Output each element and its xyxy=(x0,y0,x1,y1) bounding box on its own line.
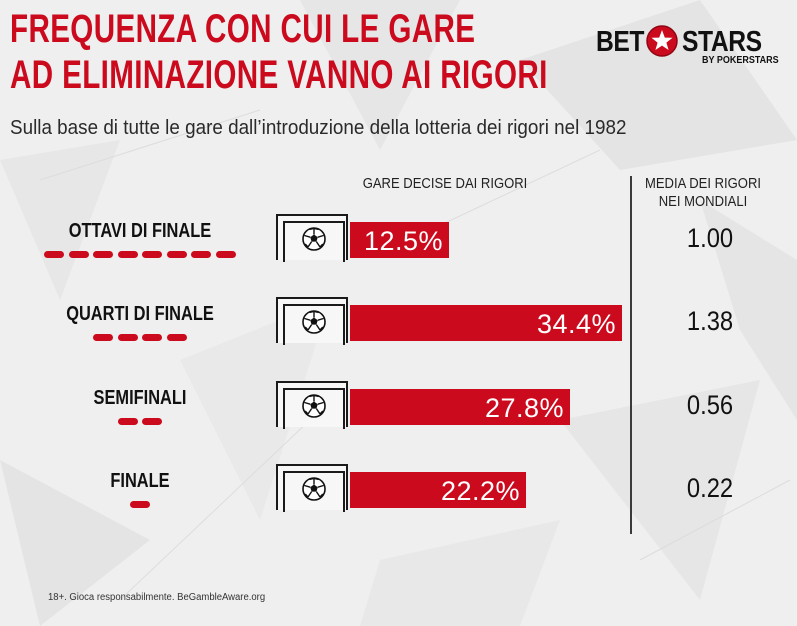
logo-bet-text: BET xyxy=(596,26,645,58)
goal-post xyxy=(283,471,345,512)
goal-post xyxy=(283,388,345,429)
title-line-2: AD ELIMINAZIONE VANNO AI RIGORI xyxy=(10,53,548,97)
category-label-2: SEMIFINALI xyxy=(93,387,187,409)
stage-dash-indicator xyxy=(117,418,163,426)
stage-dash xyxy=(142,418,163,425)
goal-net-icon xyxy=(276,214,348,262)
stage-dash xyxy=(93,334,114,341)
category-label-3: FINALE xyxy=(110,470,170,492)
stage-dash xyxy=(166,334,187,341)
average-header-line-2: NEI MONDIALI xyxy=(658,194,748,210)
logo-subtext: BY POKERSTARS xyxy=(702,55,779,66)
footnote: 18+. Gioca responsabilmente. BeGambleAwa… xyxy=(48,592,266,603)
category-label-1: QUARTI DI FINALE xyxy=(66,303,214,325)
stage-dash xyxy=(117,418,138,425)
bar-value-label-3: 22.2% xyxy=(440,476,520,506)
stage-dash xyxy=(44,251,65,258)
goal-post xyxy=(283,221,345,262)
average-value-1: 1.38 xyxy=(686,306,734,336)
average-value-3: 0.22 xyxy=(686,473,734,503)
stage-dash xyxy=(215,251,236,258)
football-icon xyxy=(302,394,326,418)
bar-3 xyxy=(350,472,526,508)
stage-dash xyxy=(166,251,187,258)
football-icon xyxy=(302,227,326,251)
star-icon xyxy=(646,25,678,57)
average-value-0: 1.00 xyxy=(686,223,734,253)
stage-dash xyxy=(191,251,212,258)
bar-value-label-1: 34.4% xyxy=(536,309,616,339)
goal-net-icon xyxy=(276,297,348,345)
subtitle: Sulla base di tutte le gare dall’introdu… xyxy=(10,116,627,139)
stage-dash-indicator xyxy=(130,501,150,509)
bar-0 xyxy=(350,222,449,258)
bar-2 xyxy=(350,389,570,425)
football-icon xyxy=(302,310,326,334)
bar-1 xyxy=(350,305,622,341)
stage-dash xyxy=(117,251,138,258)
stage-dash xyxy=(68,251,89,258)
column-divider xyxy=(630,176,632,534)
goal-net-icon xyxy=(276,464,348,512)
bar-value-label-2: 27.8% xyxy=(484,393,564,423)
stage-dash xyxy=(117,334,138,341)
goal-post xyxy=(283,304,345,345)
stage-dash xyxy=(93,251,114,258)
stage-dash xyxy=(142,251,163,258)
average-value-2: 0.56 xyxy=(686,390,734,420)
stage-dash-indicator xyxy=(44,251,236,259)
football-icon xyxy=(302,477,326,501)
stage-dash xyxy=(142,334,163,341)
bar-value-label-0: 12.5% xyxy=(363,226,443,256)
page-title: FREQUENZA CON CUI LE GARE AD ELIMINAZION… xyxy=(10,6,548,98)
bars-column-header: GARE DECISE DAI RIGORI xyxy=(362,176,528,192)
goal-net-icon xyxy=(276,381,348,429)
logo-stars-text: STARS xyxy=(682,26,762,58)
betstars-logo: BET STARS BY POKERSTARS xyxy=(596,25,779,66)
average-column-header: MEDIA DEI RIGORI NEI MONDIALI xyxy=(632,175,774,211)
title-line-1: FREQUENZA CON CUI LE GARE xyxy=(10,7,476,51)
average-header-line-1: MEDIA DEI RIGORI xyxy=(644,176,762,192)
category-label-0: OTTAVI DI FINALE xyxy=(68,220,212,242)
stage-dash-indicator xyxy=(93,334,187,342)
stage-dash xyxy=(130,501,150,508)
